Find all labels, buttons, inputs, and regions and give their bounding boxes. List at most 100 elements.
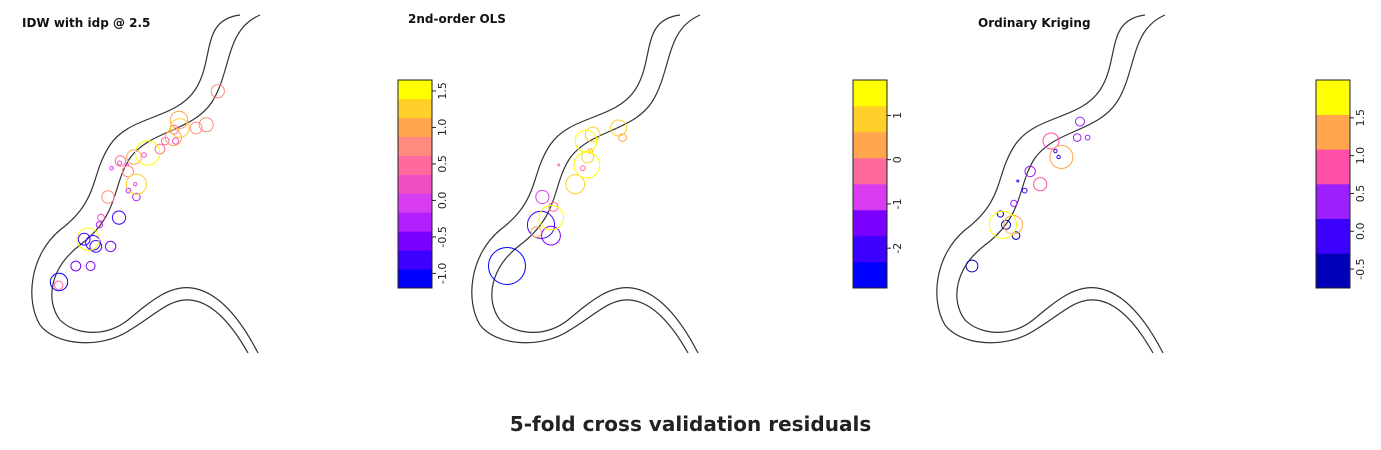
legend-color-step (853, 184, 887, 211)
residual-point (76, 227, 100, 251)
residual-point (1021, 187, 1028, 194)
residual-point (210, 84, 225, 99)
residual-point (125, 173, 148, 195)
legend-tick-label: 0 (891, 156, 904, 163)
legend-color-step (398, 174, 432, 194)
legend-tick-label: 1.5 (1354, 109, 1367, 127)
river-bank-outer (936, 14, 1154, 354)
legend-tick-label: 0.0 (436, 192, 449, 210)
residual-point (133, 182, 138, 187)
legend-tick-label: 1.0 (436, 119, 449, 136)
residual-point (579, 165, 586, 172)
residual-point (134, 140, 161, 166)
residual-point (95, 221, 104, 229)
color-legend-idw: -1.0 -0.5 0.0 0.5 1.0 1.5 (397, 79, 449, 289)
legend-color-step (1316, 114, 1350, 150)
legend-tick-label: 1.5 (436, 82, 449, 100)
legend-color-step (1316, 80, 1350, 115)
legend-color-step (398, 80, 432, 100)
residual-point (584, 126, 601, 143)
legend-tick-label: -0.5 (436, 226, 449, 247)
residual-point (1042, 132, 1060, 150)
residual-point (1011, 231, 1021, 240)
residual-point (618, 133, 627, 142)
residual-point (77, 232, 91, 246)
legend-color-step (853, 158, 887, 185)
residual-point (1075, 116, 1085, 127)
legend-color-step (398, 117, 432, 138)
legend-tick-label: -0.5 (1354, 258, 1367, 279)
residual-point (117, 160, 123, 166)
legend-color-step (398, 155, 432, 175)
residual-point (574, 129, 598, 153)
residual-point (488, 247, 526, 285)
residual-point (198, 117, 214, 133)
river-bank-outer (471, 14, 689, 354)
residual-point (1053, 148, 1058, 154)
legend-color-step (853, 210, 887, 237)
map-panel-ols (471, 14, 701, 354)
residual-point (541, 225, 561, 246)
legend-tick-label: 0.5 (436, 155, 449, 173)
legend-tick-label: 0.5 (1354, 185, 1367, 203)
residual-point (1049, 145, 1074, 169)
legend-color-step (398, 250, 432, 270)
residual-point (169, 110, 189, 130)
legend-color-step (398, 193, 432, 213)
legend-frame (397, 79, 433, 289)
legend-color-step (1316, 149, 1350, 185)
residual-point (114, 155, 127, 167)
residual-point (111, 210, 127, 225)
residual-point (53, 280, 64, 290)
legend-color-step (398, 231, 432, 251)
map-panel-idw (31, 14, 261, 354)
residual-point (1056, 154, 1061, 160)
residual-point (1010, 199, 1018, 207)
legend-tick-label: -2 (891, 243, 904, 254)
residual-point (1084, 134, 1091, 141)
residual-point (535, 189, 550, 205)
legend-color-step (853, 80, 887, 107)
residual-point (169, 124, 180, 135)
legend-color-step (398, 212, 432, 232)
legend-color-step (853, 262, 887, 289)
residual-point (122, 165, 134, 178)
legend-frame (1315, 79, 1351, 289)
residual-point (1016, 179, 1020, 183)
residual-point (85, 235, 101, 251)
residual-point (70, 260, 82, 272)
river-bank-inner (51, 14, 261, 354)
figure-caption: 5-fold cross validation residuals (509, 412, 872, 436)
panel-title-kriging: Ordinary Kriging (978, 16, 1091, 30)
residual-point (965, 259, 979, 273)
legend-color-step (398, 136, 432, 156)
panel-title-ols: 2nd-order OLS (408, 12, 506, 26)
residual-point (89, 240, 103, 253)
residual-point (1003, 214, 1024, 235)
residual-point (1072, 133, 1082, 142)
residual-point (141, 152, 147, 158)
residual-point (49, 272, 69, 292)
legend-tick-label: -1.0 (436, 263, 449, 284)
residual-point (172, 137, 180, 145)
legend-color-step (1316, 184, 1350, 219)
river-bank-inner (491, 14, 701, 354)
residual-point (530, 226, 542, 238)
residual-point (104, 240, 117, 253)
legend-tick-label: 1.0 (1354, 147, 1367, 165)
river-bank-outer (31, 14, 249, 354)
residual-point (996, 210, 1005, 218)
residual-point (610, 119, 628, 137)
residual-point (101, 190, 115, 204)
legend-tick-label: -1 (891, 198, 904, 209)
residual-point (573, 151, 601, 179)
residual-point (565, 174, 586, 195)
residual-point (109, 166, 114, 171)
residual-point (1001, 219, 1011, 230)
residual-point (988, 210, 1017, 239)
residual-point (169, 118, 190, 138)
residual-point (538, 204, 565, 231)
legend-color-step (1316, 253, 1350, 289)
residual-point (557, 163, 561, 167)
map-panel-kriging (936, 14, 1166, 354)
